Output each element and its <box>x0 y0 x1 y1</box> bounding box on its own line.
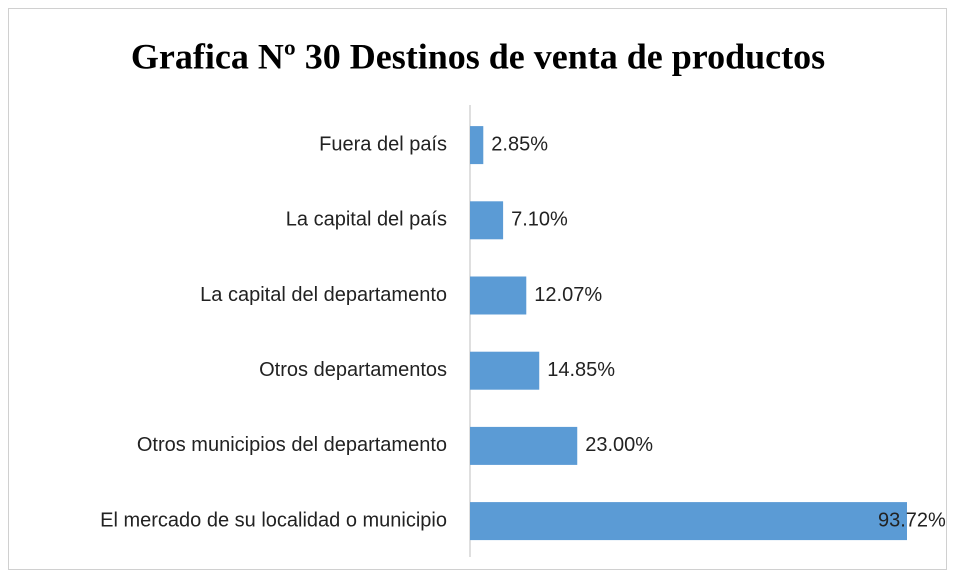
y-tick-label: La capital del país <box>286 209 447 231</box>
bar <box>470 126 484 165</box>
bar <box>470 502 907 541</box>
bar <box>470 201 504 240</box>
data-label: 93.72% <box>878 509 946 531</box>
data-label: 12.07% <box>534 284 602 306</box>
y-tick-label: Otros municipios del departamento <box>137 434 447 456</box>
data-label: 23.00% <box>585 434 653 456</box>
data-label: 14.85% <box>547 359 615 381</box>
data-label: 2.85% <box>491 133 548 155</box>
bar <box>470 276 527 315</box>
y-tick-label: Otros departamentos <box>259 359 447 381</box>
bar <box>470 426 578 465</box>
y-tick-label: La capital del departamento <box>200 284 447 306</box>
y-tick-label: El mercado de su localidad o municipio <box>100 509 447 531</box>
data-label: 7.10% <box>511 209 568 231</box>
bar <box>470 351 540 390</box>
chart-title: Grafica Nº 30 Destinos de venta de produ… <box>131 36 825 76</box>
y-tick-label: Fuera del país <box>319 133 447 155</box>
